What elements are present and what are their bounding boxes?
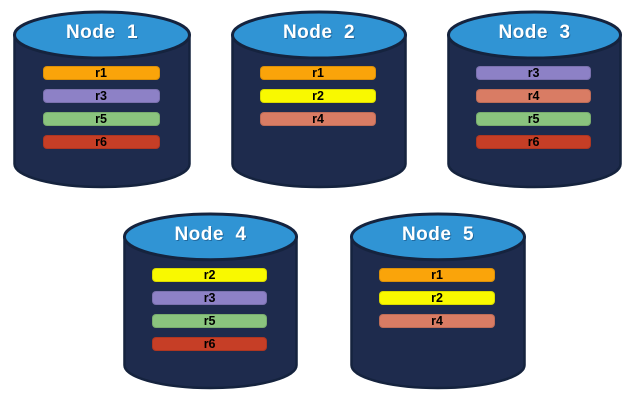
replica-list: r1 r2 r4 bbox=[260, 66, 376, 135]
node-3-cylinder: Node 3 r3 r4 r5 r6 bbox=[446, 9, 623, 190]
replica-bar: r4 bbox=[260, 112, 376, 126]
replica-bar: r4 bbox=[379, 314, 495, 328]
node-label: Node 1 bbox=[65, 22, 139, 43]
replica-bar: r5 bbox=[476, 112, 592, 126]
replica-bar: r2 bbox=[379, 291, 495, 305]
replica-bar: r6 bbox=[42, 135, 160, 149]
replica-bar: r1 bbox=[379, 268, 495, 282]
node-label: Node 3 bbox=[498, 22, 571, 43]
replica-list: r3 r4 r5 r6 bbox=[476, 66, 592, 158]
node-1-cylinder: Node 1 r1 r3 r5 r6 bbox=[12, 9, 192, 190]
replica-bar: r4 bbox=[476, 89, 592, 103]
replica-list: r1 r3 r5 r6 bbox=[42, 66, 160, 158]
replica-bar: r3 bbox=[152, 291, 268, 305]
node-label: Node 2 bbox=[282, 22, 356, 43]
replica-bar: r6 bbox=[152, 337, 268, 351]
replica-list: r1 r2 r4 bbox=[379, 268, 495, 337]
replica-bar: r6 bbox=[476, 135, 592, 149]
replica-bar: r1 bbox=[260, 66, 376, 80]
replica-bar: r5 bbox=[152, 314, 268, 328]
replica-bar: r3 bbox=[476, 66, 592, 80]
node-5-cylinder: Node 5 r1 r2 r4 bbox=[349, 211, 527, 391]
replica-bar: r5 bbox=[42, 112, 160, 126]
replica-bar: r3 bbox=[42, 89, 160, 103]
replica-bar: r2 bbox=[152, 268, 268, 282]
node-label: Node 5 bbox=[401, 224, 475, 245]
node-2-cylinder: Node 2 r1 r2 r4 bbox=[230, 9, 408, 190]
node-4-cylinder: Node 4 r2 r3 r5 r6 bbox=[122, 211, 299, 391]
replica-bar: r2 bbox=[260, 89, 376, 103]
replica-list: r2 r3 r5 r6 bbox=[152, 268, 268, 360]
node-label: Node 4 bbox=[174, 224, 247, 245]
replica-bar: r1 bbox=[42, 66, 160, 80]
